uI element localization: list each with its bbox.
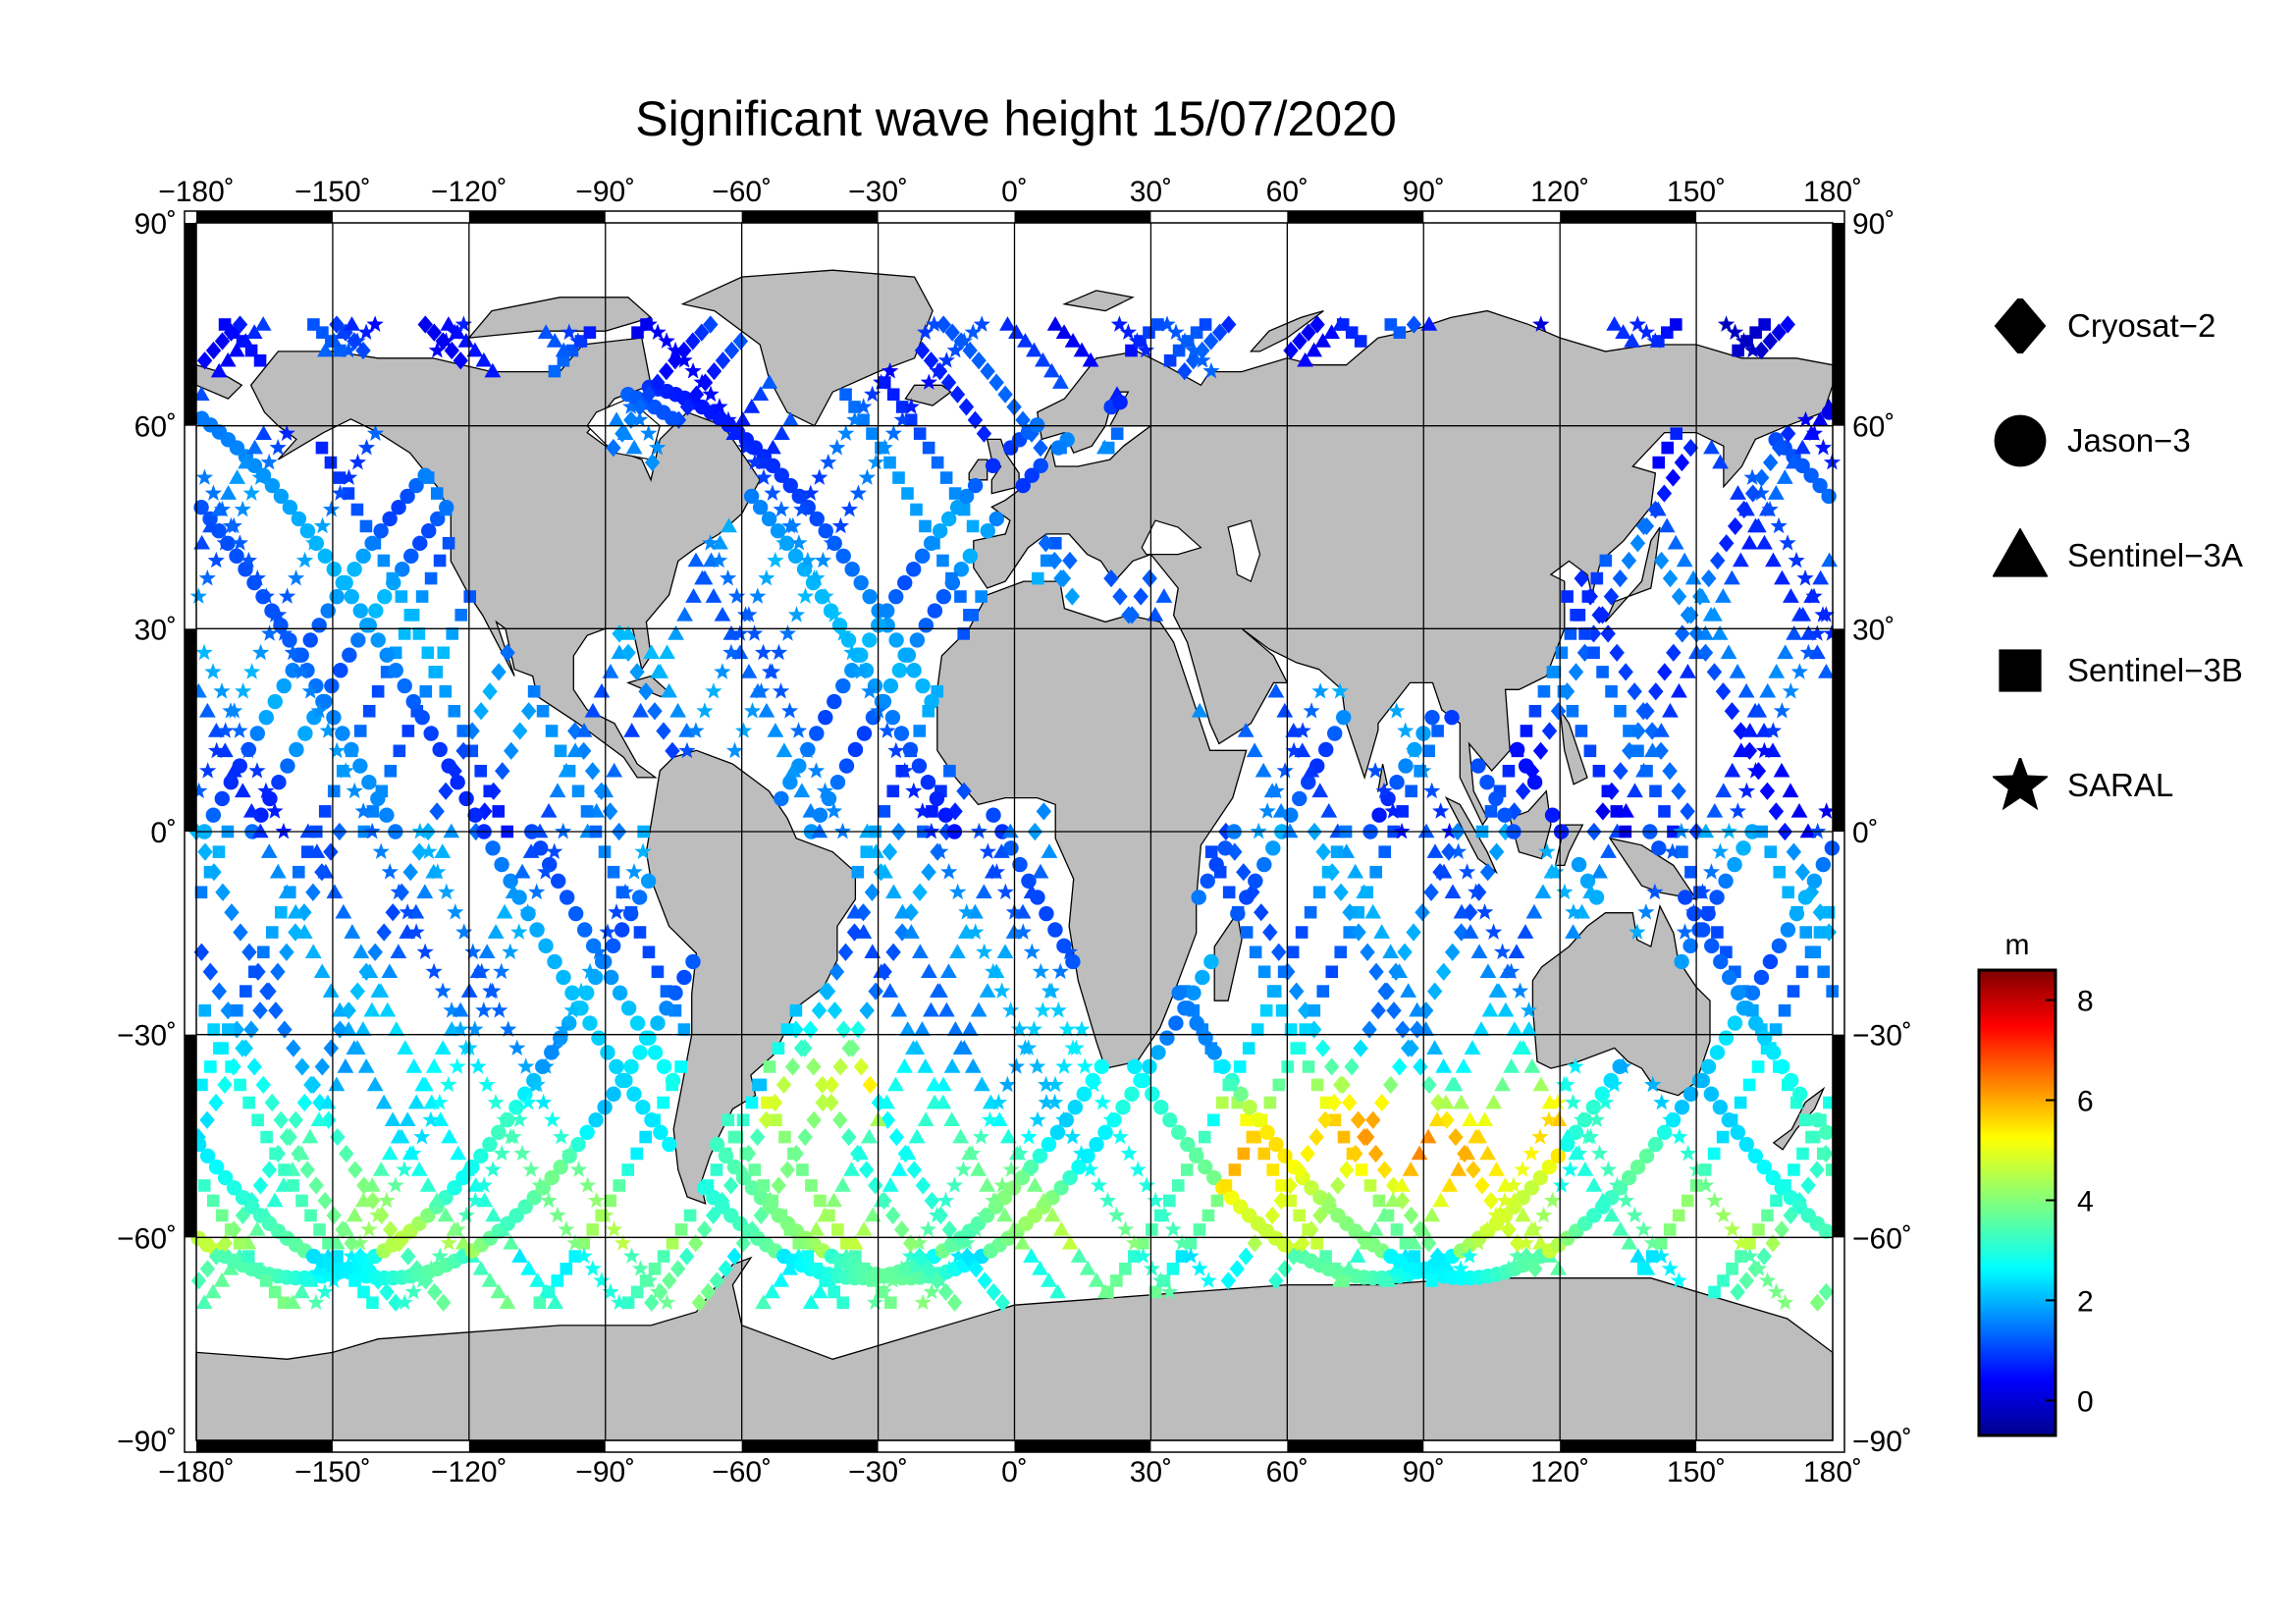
lon-tick-label: 60˚ (1266, 1456, 1308, 1488)
lon-tick-label: −120˚ (431, 1456, 507, 1488)
satellite-track (190, 315, 1836, 1300)
legend-label: SARAL (2067, 767, 2174, 803)
lat-tick-label: 30˚ (1852, 614, 1895, 646)
land-australia (1531, 903, 1711, 1097)
lon-tick-label: 30˚ (1130, 176, 1172, 208)
lon-tick-label: −60˚ (712, 1456, 772, 1488)
land-borneo (1509, 789, 1552, 860)
frame-band (741, 211, 879, 223)
legend-label: Sentinel−3A (2067, 537, 2243, 573)
frame-band (1833, 1034, 1844, 1238)
land-sumatra (1444, 796, 1498, 875)
legend-label: Sentinel−3B (2067, 652, 2243, 688)
satellite-track (193, 316, 1839, 1299)
lon-tick-label: −180˚ (158, 1456, 235, 1488)
lat-tick-label: 90˚ (134, 208, 177, 241)
frame-band (185, 628, 196, 832)
frame-band (468, 211, 606, 223)
land-ireland (968, 459, 988, 481)
lon-tick-label: 0˚ (1001, 176, 1028, 208)
lon-tick-label: 150˚ (1667, 176, 1726, 208)
lon-tick-label: 60˚ (1266, 176, 1308, 208)
frame-band (185, 223, 196, 426)
legend-item-triangle: Sentinel−3A (1993, 526, 2243, 585)
frame-band (196, 211, 333, 223)
circle-icon (1993, 413, 2048, 468)
lon-tick-label: 150˚ (1667, 1456, 1726, 1488)
frame-band (468, 1440, 606, 1452)
frame-band (741, 1440, 879, 1452)
lon-tick-label: −180˚ (158, 176, 235, 208)
lat-tick-label: −90˚ (117, 1426, 177, 1458)
lat-tick-label: 90˚ (1852, 208, 1895, 241)
legend-label: Cryosat−2 (2067, 307, 2216, 344)
lat-tick-label: 60˚ (1852, 411, 1895, 444)
lon-tick-label: 30˚ (1130, 1456, 1172, 1488)
frame-band (196, 1440, 333, 1452)
lon-tick-label: 120˚ (1530, 1456, 1589, 1488)
lon-tick-label: −90˚ (575, 176, 635, 208)
legend-item-star: SARAL (1993, 756, 2173, 815)
land-greenland (680, 269, 934, 427)
lon-tick-label: −150˚ (294, 176, 371, 208)
lon-tick-label: −30˚ (848, 1456, 908, 1488)
satellite-track (195, 326, 1836, 1299)
frame-band (1287, 1440, 1424, 1452)
lat-tick-label: −60˚ (117, 1222, 177, 1255)
satellite-track (198, 318, 1839, 1310)
satellite-track (190, 417, 1835, 1286)
frame-band (1014, 211, 1151, 223)
frame-band (1560, 1440, 1697, 1452)
diamond-icon (1993, 298, 2048, 353)
triangle-icon (1993, 528, 2048, 583)
satellite-track (190, 394, 1834, 1286)
satellite-track (193, 315, 1838, 1312)
frame-band (1287, 211, 1424, 223)
lat-tick-label: 30˚ (134, 614, 177, 646)
satellite-track (396, 315, 1794, 1311)
lon-tick-label: −60˚ (712, 176, 772, 208)
lon-tick-label: 120˚ (1530, 176, 1589, 208)
lon-tick-label: −90˚ (575, 1456, 635, 1488)
legend-item-diamond: Cryosat−2 (1993, 297, 2216, 355)
lon-tick-label: 180˚ (1803, 1456, 1862, 1488)
lon-tick-label: 90˚ (1403, 176, 1445, 208)
legend-item-square: Sentinel−3B (1993, 641, 2243, 700)
frame-band (1014, 1440, 1151, 1452)
map-title: Significant wave height 15/07/2020 (635, 91, 1397, 146)
lon-tick-label: 0˚ (1001, 1456, 1028, 1488)
caspian-sea (1227, 519, 1261, 582)
lat-tick-label: −30˚ (117, 1020, 177, 1053)
lat-tick-label: −30˚ (1852, 1020, 1912, 1053)
frame-band (1560, 211, 1697, 223)
lat-tick-label: 60˚ (134, 411, 177, 444)
land-philippines (1559, 709, 1588, 785)
land-new-zealand (1772, 1086, 1826, 1151)
lon-tick-label: 90˚ (1403, 1456, 1445, 1488)
black-sea (1141, 519, 1202, 556)
lat-tick-label: −60˚ (1852, 1222, 1912, 1255)
star-icon (1993, 758, 2048, 813)
frame-band (1833, 628, 1844, 832)
lon-tick-label: −150˚ (294, 1456, 371, 1488)
frame-band (1833, 223, 1844, 426)
frame-band (185, 1034, 196, 1238)
legend-label: Jason−3 (2067, 422, 2191, 459)
lon-tick-label: 180˚ (1803, 176, 1862, 208)
lat-tick-label: 0˚ (1852, 817, 1879, 849)
square-icon (1993, 643, 2048, 698)
lat-tick-label: 0˚ (150, 817, 177, 849)
legend-item-circle: Jason−3 (1993, 411, 2191, 470)
lat-tick-label: −90˚ (1852, 1426, 1912, 1458)
lon-tick-label: −30˚ (848, 176, 908, 208)
lon-tick-label: −120˚ (431, 176, 507, 208)
land-japan (1604, 526, 1661, 622)
land-eurasia (973, 309, 1834, 827)
land-svalbard (1062, 290, 1135, 312)
